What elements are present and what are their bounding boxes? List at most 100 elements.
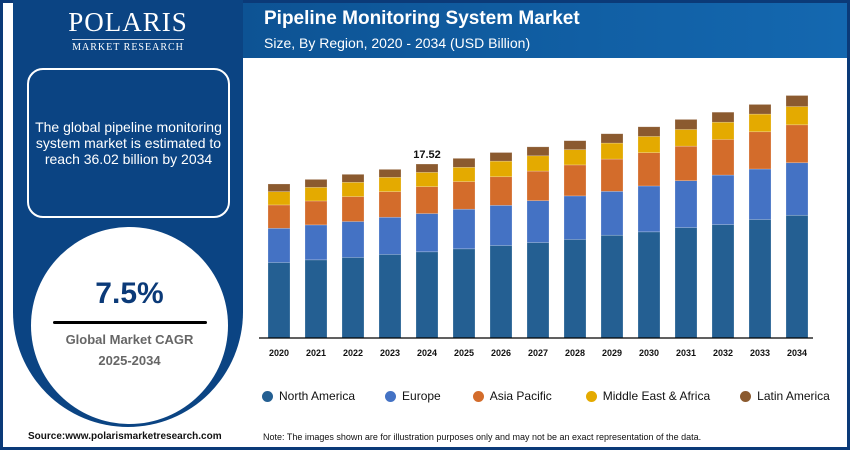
bar-segment-asia-pacific-2029 xyxy=(600,158,624,192)
x-tick-label: 2034 xyxy=(787,348,807,358)
x-tick-label: 2021 xyxy=(306,348,326,358)
x-tick-label: 2027 xyxy=(528,348,548,358)
cagr-value: 7.5% xyxy=(95,277,164,310)
bar-segment-north-america-2030 xyxy=(637,231,661,339)
x-tick-label: 2022 xyxy=(343,348,363,358)
bar-segment-asia-pacific-2023 xyxy=(378,191,402,218)
bar-segment-middle-east-africa-2025 xyxy=(452,167,476,182)
x-tick-label: 2024 xyxy=(417,348,437,358)
bar-segment-europe-2031 xyxy=(674,180,698,228)
bar-segment-europe-2025 xyxy=(452,208,476,250)
bar-segment-latin-america-2030 xyxy=(637,126,661,137)
bar-segment-latin-america-2024 xyxy=(415,163,439,173)
legend-item: Asia Pacific xyxy=(472,389,552,403)
legend-item: Europe xyxy=(385,389,441,403)
bar-segment-middle-east-africa-2024 xyxy=(415,172,439,187)
bar-segment-asia-pacific-2022 xyxy=(341,196,365,222)
cagr-circle: 7.5% Global Market CAGR 2025-2034 xyxy=(31,227,228,424)
bar-segment-north-america-2028 xyxy=(563,239,587,339)
polaris-logo: POLARIS MARKET RESEARCH xyxy=(13,8,243,53)
x-tick-label: 2025 xyxy=(454,348,474,358)
bar-segment-north-america-2022 xyxy=(341,257,365,339)
bar-segment-middle-east-africa-2027 xyxy=(526,155,550,172)
bar-segment-europe-2034 xyxy=(785,162,809,216)
bar-segment-latin-america-2026 xyxy=(489,152,513,162)
market-estimate-text: The global pipeline monitoring system ma… xyxy=(35,119,222,167)
bar-segment-north-america-2024 xyxy=(415,251,439,339)
bar-segment-latin-america-2034 xyxy=(785,95,809,107)
bar-segment-europe-2024 xyxy=(415,213,439,253)
bar-segment-europe-2020 xyxy=(267,227,291,263)
bar-segment-europe-2029 xyxy=(600,191,624,236)
bar-segment-north-america-2034 xyxy=(785,214,809,339)
bar-segment-middle-east-africa-2033 xyxy=(748,113,772,133)
bar-segment-europe-2033 xyxy=(748,168,772,220)
bar-segment-middle-east-africa-2021 xyxy=(304,187,328,202)
x-tick-label: 2031 xyxy=(676,348,696,358)
bar-segment-middle-east-africa-2028 xyxy=(563,149,587,166)
bar-segment-north-america-2032 xyxy=(711,224,735,339)
bar-segment-north-america-2029 xyxy=(600,234,624,339)
legend-label: North America xyxy=(279,389,356,403)
bar-segment-middle-east-africa-2023 xyxy=(378,177,402,192)
legend-dot-icon xyxy=(740,390,752,402)
bar-segment-north-america-2033 xyxy=(748,219,772,339)
bar-segment-asia-pacific-2027 xyxy=(526,170,550,201)
x-tick-label: 2020 xyxy=(269,348,289,358)
bar-segment-north-america-2023 xyxy=(378,254,402,339)
legend-dot-icon xyxy=(472,390,484,402)
bar-segment-latin-america-2028 xyxy=(563,140,587,150)
bar-segment-asia-pacific-2034 xyxy=(785,124,809,164)
legend-label: Middle East & Africa xyxy=(602,389,711,403)
cagr-period: 2025-2034 xyxy=(98,353,161,368)
x-tick-label: 2023 xyxy=(380,348,400,358)
bar-segment-middle-east-africa-2030 xyxy=(637,136,661,154)
bar-segment-europe-2021 xyxy=(304,224,328,261)
x-tick-label: 2030 xyxy=(639,348,659,358)
bar-segment-asia-pacific-2026 xyxy=(489,176,513,206)
chart-subtitle: Size, By Region, 2020 - 2034 (USD Billio… xyxy=(264,35,531,51)
x-tick-label: 2032 xyxy=(713,348,733,358)
bar-segment-latin-america-2033 xyxy=(748,104,772,115)
bar-segment-north-america-2031 xyxy=(674,227,698,339)
x-tick-label: 2026 xyxy=(491,348,511,358)
bar-segment-asia-pacific-2033 xyxy=(748,131,772,170)
bar-segment-asia-pacific-2032 xyxy=(711,139,735,176)
x-tick-label: 2028 xyxy=(565,348,585,358)
legend-item: Latin America xyxy=(740,389,830,403)
bar-segment-europe-2022 xyxy=(341,221,365,258)
legend-dot-icon xyxy=(262,390,273,402)
bar-segment-north-america-2021 xyxy=(304,259,328,339)
x-tick-label: 2033 xyxy=(750,348,770,358)
bar-segment-middle-east-africa-2026 xyxy=(489,160,513,178)
chart-title: Pipeline Monitoring System Market xyxy=(264,8,580,29)
bar-segment-asia-pacific-2020 xyxy=(267,204,291,229)
bar-segment-middle-east-africa-2031 xyxy=(674,129,698,147)
legend-label: Asia Pacific xyxy=(489,389,552,403)
data-label-2024: 17.52 xyxy=(413,149,441,161)
stacked-bar-chart: 2020 2021 2022 2023 2024 17.52 2025 2026 2027 202… xyxy=(259,95,813,358)
bar-segment-latin-america-2029 xyxy=(600,133,624,144)
bar-segment-europe-2027 xyxy=(526,200,550,243)
bar-segment-north-america-2026 xyxy=(489,245,513,339)
bar-segment-asia-pacific-2021 xyxy=(304,200,328,226)
bar-segment-latin-america-2020 xyxy=(267,183,291,192)
bar-segment-asia-pacific-2025 xyxy=(452,181,476,210)
brand-name: POLARIS xyxy=(68,7,188,37)
bar-segment-europe-2026 xyxy=(489,205,513,246)
legend-item: Middle East & Africa xyxy=(585,389,711,403)
bar-segment-europe-2030 xyxy=(637,185,661,233)
bar-segment-middle-east-africa-2029 xyxy=(600,142,624,160)
bar-segment-asia-pacific-2031 xyxy=(674,145,698,182)
bar-segment-europe-2032 xyxy=(711,174,735,225)
bar-segment-latin-america-2021 xyxy=(304,179,328,188)
bar-segment-latin-america-2025 xyxy=(452,158,476,168)
bar-segment-asia-pacific-2030 xyxy=(637,152,661,187)
legend-dot-icon xyxy=(385,390,397,402)
bar-segment-latin-america-2023 xyxy=(378,169,402,178)
legend-item: North America xyxy=(262,389,355,403)
disclaimer-note: Note: The images shown are for illustrat… xyxy=(263,432,702,442)
bar-segment-europe-2023 xyxy=(378,216,402,255)
bar-segment-latin-america-2032 xyxy=(711,111,735,123)
bar-segment-latin-america-2027 xyxy=(526,146,550,157)
